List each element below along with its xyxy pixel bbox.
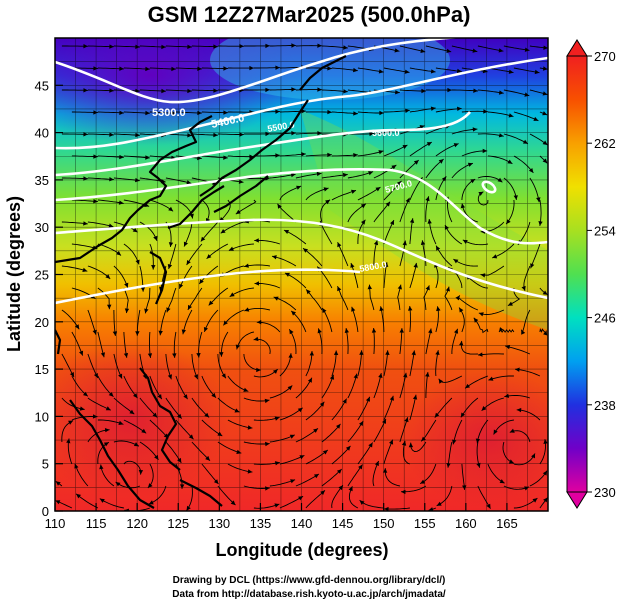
y-tick-label: 45 xyxy=(35,78,49,93)
x-tick-label: 130 xyxy=(208,516,230,531)
colorbar-label: 246 xyxy=(594,311,616,326)
chart-title: GSM 12Z27Mar2025 (500.0hPa) xyxy=(148,2,471,27)
x-tick-label: 150 xyxy=(373,516,395,531)
y-tick-label: 30 xyxy=(35,220,49,235)
footer-credit-data: Data from http://database.rish.kyoto-u.a… xyxy=(172,589,446,600)
x-tick-label: 155 xyxy=(414,516,436,531)
y-tick-label: 25 xyxy=(35,268,49,283)
x-tick-label: 160 xyxy=(455,516,477,531)
x-tick-label: 120 xyxy=(126,516,148,531)
colorbar-label: 262 xyxy=(594,136,616,151)
colorbar-label: 230 xyxy=(594,485,616,500)
map-plot-area: 5300.0 5400.0 5500.0 5600.0 5700.0 5800.… xyxy=(0,5,580,513)
y-axis-label: Latitude (degrees) xyxy=(4,196,24,352)
warm-region-west xyxy=(30,340,230,500)
y-tick-label: 5 xyxy=(42,457,49,472)
colorbar-scale xyxy=(567,56,587,492)
footer-credit-drawing: Drawing by DCL (https://www.gfd-dennou.o… xyxy=(173,575,446,586)
colorbar-max-arrow xyxy=(567,40,587,56)
x-tick-label: 165 xyxy=(496,516,518,531)
colorbar-label: 270 xyxy=(594,49,616,64)
colorbar-min-arrow xyxy=(567,492,587,508)
colorbar-label: 254 xyxy=(594,223,616,238)
x-tick-label: 140 xyxy=(291,516,313,531)
y-tick-label: 15 xyxy=(35,362,49,377)
colorbar-labels: 270 262 254 246 238 230 xyxy=(587,49,616,500)
contour-label: 5300.0 xyxy=(152,107,186,119)
y-tick-label: 40 xyxy=(35,126,49,141)
contour-label: 5600.0 xyxy=(372,128,400,138)
y-tick-label: 35 xyxy=(35,173,49,188)
x-tick-label: 135 xyxy=(250,516,272,531)
colorbar-label: 238 xyxy=(594,398,616,413)
x-axis-label: Longitude (degrees) xyxy=(215,540,388,560)
x-tick-label: 115 xyxy=(86,516,107,531)
y-tick-label: 10 xyxy=(35,409,49,424)
x-tick-label: 145 xyxy=(332,516,354,531)
colorbar: 270 262 254 246 238 230 xyxy=(567,40,616,508)
y-tick-label: 0 xyxy=(42,504,49,519)
y-tick-label: 20 xyxy=(35,315,49,330)
x-tick-label: 125 xyxy=(167,516,189,531)
